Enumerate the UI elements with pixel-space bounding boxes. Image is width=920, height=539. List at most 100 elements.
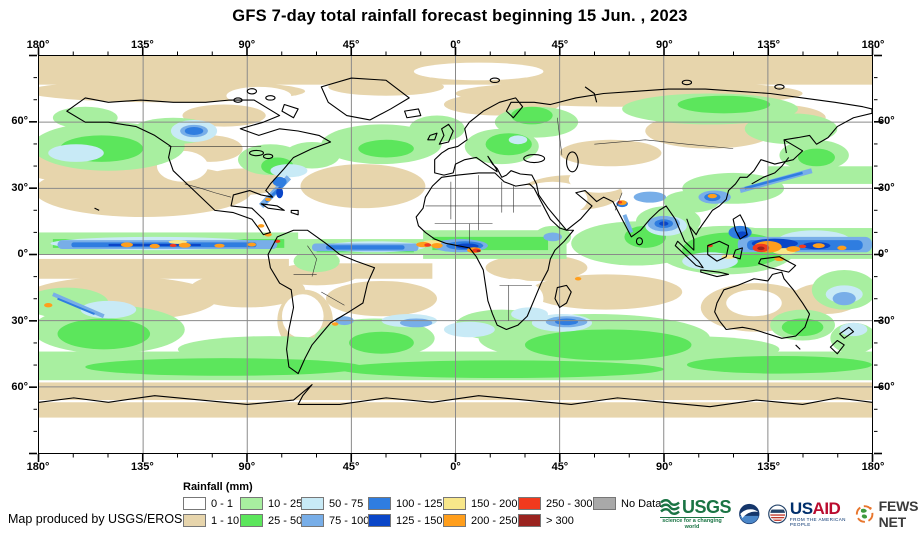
lat-label-right-2: 0° xyxy=(878,248,889,260)
usaid-wordmark: USAID xyxy=(789,499,841,518)
legend-swatch xyxy=(443,497,466,510)
legend-swatch xyxy=(593,497,616,510)
legend-label: 50 - 75 xyxy=(329,497,364,510)
legend-swatch xyxy=(183,514,206,527)
lon-label-top-1: 135° xyxy=(131,39,154,51)
lat-label-left-3: 30° xyxy=(11,314,28,327)
legend-item-no-data: No Data xyxy=(593,497,661,510)
legend-label: 250 - 300 xyxy=(546,497,593,510)
fewsnet-globe-icon xyxy=(856,505,874,523)
legend-column-2: 50 - 75 75 - 100 xyxy=(301,497,370,527)
legend-item--300: > 300 xyxy=(518,514,593,527)
legend-swatch xyxy=(368,514,391,527)
lon-label-bottom-7: 135° xyxy=(757,461,780,473)
usgs-tagline: science for a changing world xyxy=(660,516,724,530)
lon-label-bottom-3: 45° xyxy=(342,461,360,473)
legend-label: 10 - 25 xyxy=(268,497,303,510)
legend-column-5: 250 - 300 > 300 xyxy=(518,497,593,527)
legend-swatch xyxy=(301,514,324,527)
legend-column-1: 10 - 25 25 - 50 xyxy=(240,497,303,527)
lon-label-bottom-8: 180° xyxy=(861,461,885,473)
legend-item-150-200: 150 - 200 xyxy=(443,497,518,510)
legend-column-6: No Data xyxy=(593,497,661,510)
coastlines xyxy=(39,78,872,407)
usaid-logo: USAID FROM THE AMERICAN PEOPLE xyxy=(767,499,849,527)
lat-label-left-2: 0° xyxy=(17,248,28,260)
lat-label-left-1: 30° xyxy=(11,181,28,194)
legend-item-200-250: 200 - 250 xyxy=(443,514,518,527)
lat-label-right-1: 30° xyxy=(878,181,895,194)
legend-label: > 300 xyxy=(546,514,574,527)
legend-column-3: 100 - 125 125 - 150 xyxy=(368,497,443,527)
lon-label-bottom-5: 45° xyxy=(551,461,569,473)
legend-item-0-1: 0 - 1 xyxy=(183,497,240,510)
fewsnet-wordmark: FEWS NET xyxy=(878,498,919,530)
legend-label: 0 - 1 xyxy=(211,497,234,510)
lon-label-bottom-1: 135° xyxy=(131,461,154,473)
legend-item-100-125: 100 - 125 xyxy=(368,497,443,510)
left-tick-marks xyxy=(29,54,37,455)
legend-item-250-300: 250 - 300 xyxy=(518,497,593,510)
noaa-seal-icon xyxy=(739,503,760,525)
legend-swatch xyxy=(518,514,541,527)
world-rainfall-map xyxy=(38,55,873,454)
usaid-tagline: FROM THE AMERICAN PEOPLE xyxy=(789,517,846,527)
legend-label: 125 - 150 xyxy=(396,514,443,527)
attribution-text: Map produced by USGS/EROS xyxy=(8,512,183,526)
usgs-wordmark: USGS xyxy=(682,496,732,517)
lat-label-left-4: 60° xyxy=(11,381,28,393)
top-tick-marks xyxy=(37,47,874,55)
legend-swatch xyxy=(183,497,206,510)
legend-item-125-150: 125 - 150 xyxy=(368,514,443,527)
country-borders xyxy=(169,118,734,321)
legend-item-1-10: 1 - 10 xyxy=(183,514,240,527)
legend-label: 75 - 100 xyxy=(329,514,370,527)
lon-label-top-2: 90° xyxy=(238,39,256,51)
legend-item-25-50: 25 - 50 xyxy=(240,514,303,527)
legend-swatch xyxy=(240,497,263,510)
lon-label-top-3: 45° xyxy=(342,39,360,51)
rainfall-layer-dark-red xyxy=(476,246,765,253)
map-title: GFS 7-day total rainfall forecast beginn… xyxy=(232,7,688,25)
usgs-logo: USGS science for a changing world xyxy=(660,496,732,530)
graticule-gridlines xyxy=(39,56,872,453)
lon-label-bottom-4: 0° xyxy=(450,461,461,473)
legend-item-10-25: 10 - 25 xyxy=(240,497,303,510)
legend-label: 100 - 125 xyxy=(396,497,443,510)
legend-label: 150 - 200 xyxy=(471,497,518,510)
lon-label-bottom-2: 90° xyxy=(238,461,256,473)
usgs-wave-icon xyxy=(660,499,680,515)
lon-label-top-8: 180° xyxy=(861,39,885,51)
lat-label-left-0: 60° xyxy=(11,115,28,127)
lat-label-right-0: 60° xyxy=(878,115,895,127)
lon-label-top-5: 45° xyxy=(551,39,569,51)
legend-item-50-75: 50 - 75 xyxy=(301,497,368,510)
lon-label-top-6: 90° xyxy=(655,39,673,51)
lon-label-top-7: 135° xyxy=(757,39,780,51)
legend-column-0: 0 - 1 1 - 10 xyxy=(183,497,240,527)
logo-row: USGS science for a changing world U xyxy=(660,495,920,533)
legend-swatch xyxy=(518,497,541,510)
legend-title: Rainfall (mm) xyxy=(183,481,253,493)
legend-label: 25 - 50 xyxy=(268,514,303,527)
legend-swatch xyxy=(240,514,263,527)
legend-label: 200 - 250 xyxy=(471,514,518,527)
lat-label-right-4: 60° xyxy=(878,381,895,393)
legend-swatch xyxy=(368,497,391,510)
lon-label-bottom-6: 90° xyxy=(655,461,673,473)
right-tick-marks xyxy=(874,54,882,455)
legend-label: No Data xyxy=(621,497,662,510)
lon-label-top-4: 0° xyxy=(450,39,461,51)
bottom-tick-marks xyxy=(37,454,874,462)
lon-label-top-0: 180° xyxy=(26,39,50,51)
legend-label: 1 - 10 xyxy=(211,514,240,527)
world-map-svg xyxy=(39,56,872,453)
lat-label-right-3: 30° xyxy=(878,314,895,327)
legend-swatch xyxy=(301,497,324,510)
lon-label-bottom-0: 180° xyxy=(26,461,50,473)
rainfall-legend: 0 - 1 1 - 10 10 - 25 25 - 50 50 - 75 75 - 100… xyxy=(183,497,661,527)
fewsnet-logo: FEWS NET xyxy=(855,498,920,530)
legend-item-75-100: 75 - 100 xyxy=(301,514,370,527)
legend-swatch xyxy=(443,514,466,527)
